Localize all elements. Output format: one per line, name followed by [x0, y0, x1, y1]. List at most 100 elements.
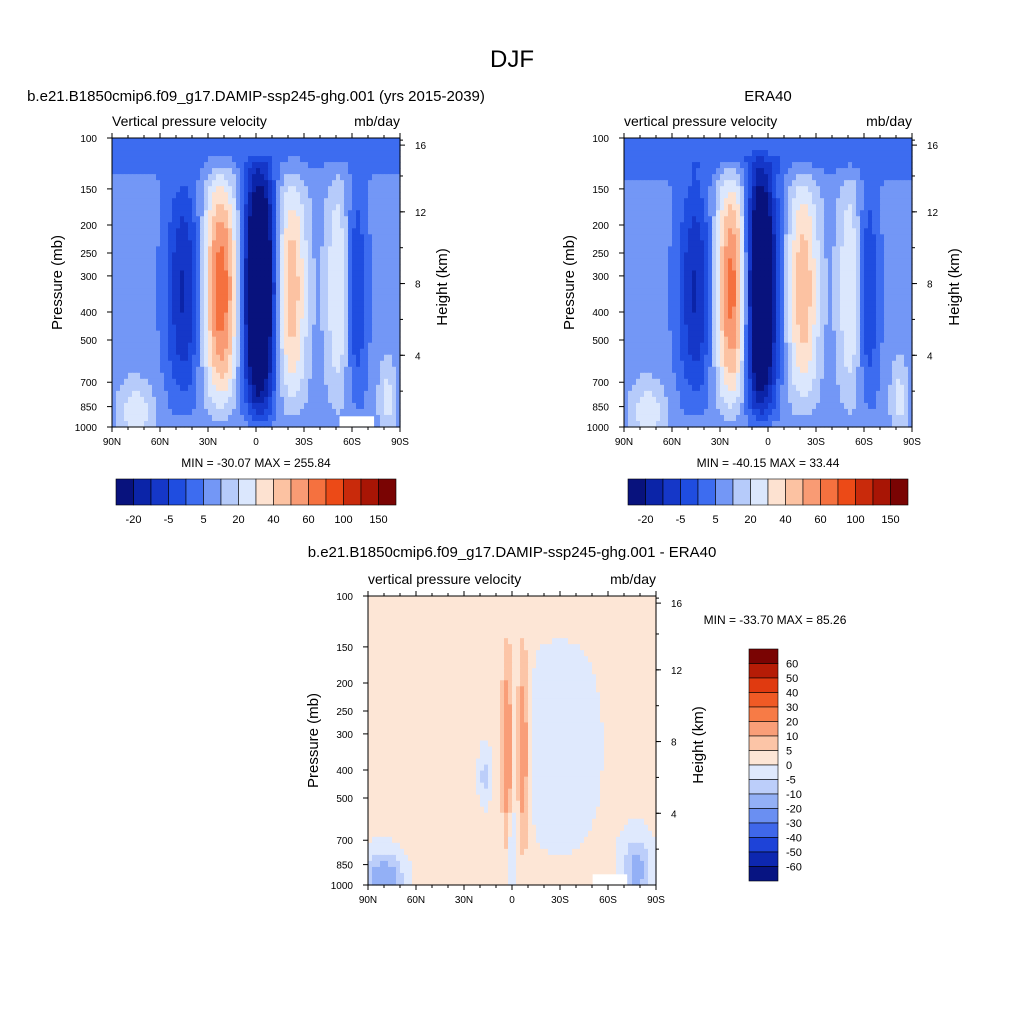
heatmap-cell — [144, 144, 149, 151]
heatmap-cell — [792, 246, 797, 253]
heatmap-cell — [688, 174, 693, 181]
heatmap-cell — [152, 414, 157, 422]
heatmap-cell — [304, 408, 309, 416]
heatmap-cell — [176, 366, 181, 374]
heatmap-cell — [196, 348, 201, 356]
heatmap-cell — [160, 144, 165, 151]
heatmap-cell — [348, 162, 353, 169]
heatmap-cell — [372, 144, 377, 151]
heatmap-cell — [184, 174, 189, 181]
heatmap-cell — [180, 396, 185, 404]
heatmap-cell — [124, 300, 129, 308]
heatmap-cell — [632, 216, 637, 223]
heatmap-cell — [396, 192, 401, 199]
heatmap-cell — [120, 162, 125, 169]
heatmap-cell — [316, 246, 321, 253]
heatmap-cell — [748, 138, 753, 145]
heatmap-cell — [312, 138, 317, 145]
heatmap-cell — [188, 264, 193, 272]
heatmap-cell — [288, 318, 293, 326]
heatmap-cell — [224, 378, 229, 386]
heatmap-cell — [284, 282, 289, 290]
heatmap-cell — [652, 150, 657, 157]
heatmap-cell — [840, 198, 845, 205]
heatmap-cell — [356, 324, 361, 332]
heatmap-cell — [200, 168, 205, 175]
heatmap-cell — [344, 390, 349, 398]
heatmap-cell — [296, 192, 301, 199]
heatmap-cell — [240, 414, 245, 422]
heatmap-cell — [800, 234, 805, 241]
heatmap-cell — [836, 174, 841, 181]
heatmap-cell — [908, 216, 913, 223]
heatmap-cell — [360, 336, 365, 344]
heatmap-cell — [380, 318, 385, 326]
heatmap-cell — [344, 222, 349, 229]
heatmap-cell — [208, 174, 213, 181]
heatmap-cell — [392, 180, 397, 187]
heatmap-cell — [168, 318, 173, 326]
heatmap-cell — [880, 222, 885, 229]
heatmap-cell — [192, 324, 197, 332]
heatmap-cell — [700, 174, 705, 181]
heatmap-cell — [180, 324, 185, 332]
heatmap-cell — [740, 222, 745, 229]
heatmap-cell — [636, 192, 641, 199]
heatmap-cell — [676, 216, 681, 223]
heatmap-cell — [192, 138, 197, 145]
heatmap-cell — [204, 144, 209, 151]
heatmap-cell — [692, 234, 697, 241]
heatmap-cell — [332, 402, 337, 410]
heatmap-cell — [700, 150, 705, 157]
heatmap-cell — [124, 312, 129, 320]
heatmap-cell — [176, 198, 181, 205]
heatmap-cell — [220, 174, 225, 181]
heatmap-cell — [276, 204, 281, 211]
heatmap-cell — [164, 156, 169, 163]
heatmap-cell — [656, 234, 661, 241]
heatmap-cell — [368, 180, 373, 187]
heatmap-cell — [892, 228, 897, 235]
heatmap-cell — [328, 222, 333, 229]
heatmap-cell — [116, 372, 121, 380]
heatmap-cell — [196, 204, 201, 211]
heatmap-cell — [788, 186, 793, 193]
heatmap-cell — [776, 162, 781, 169]
heatmap-cell — [168, 156, 173, 163]
heatmap-cell — [184, 306, 189, 314]
heatmap-cell — [672, 168, 677, 175]
heatmap-cell — [888, 240, 893, 247]
heatmap-cell — [328, 234, 333, 241]
heatmap-cell — [252, 306, 257, 314]
heatmap-cell — [376, 414, 381, 422]
heatmap-cell — [348, 360, 353, 368]
heatmap-cell — [800, 222, 805, 229]
heatmap-cell — [196, 336, 201, 344]
heatmap-cell — [200, 276, 205, 284]
heatmap-cell — [172, 366, 177, 374]
heatmap-cell — [156, 252, 161, 260]
heatmap-cell — [832, 240, 837, 247]
heatmap-cell — [696, 246, 701, 253]
heatmap-cell — [880, 234, 885, 241]
heatmap-cell — [124, 276, 129, 284]
heatmap-cell — [236, 150, 241, 157]
heatmap-cell — [724, 180, 729, 187]
heatmap-cell — [252, 240, 257, 247]
heatmap-cell — [652, 144, 657, 151]
heatmap-cell — [280, 276, 285, 284]
heatmap-cell — [840, 204, 845, 211]
heatmap-cell — [216, 390, 221, 398]
heatmap-cell — [320, 378, 325, 386]
heatmap-cell — [328, 378, 333, 386]
heatmap-cell — [768, 144, 773, 151]
heatmap-cell — [340, 360, 345, 368]
heatmap-cell — [860, 174, 865, 181]
heatmap-cell — [380, 156, 385, 163]
heatmap-cell — [896, 150, 901, 157]
heatmap-cell — [136, 360, 141, 368]
heatmap-cell — [192, 264, 197, 272]
heatmap-cell — [272, 384, 277, 392]
heatmap-cell — [640, 180, 645, 187]
heatmap-cell — [868, 204, 873, 211]
